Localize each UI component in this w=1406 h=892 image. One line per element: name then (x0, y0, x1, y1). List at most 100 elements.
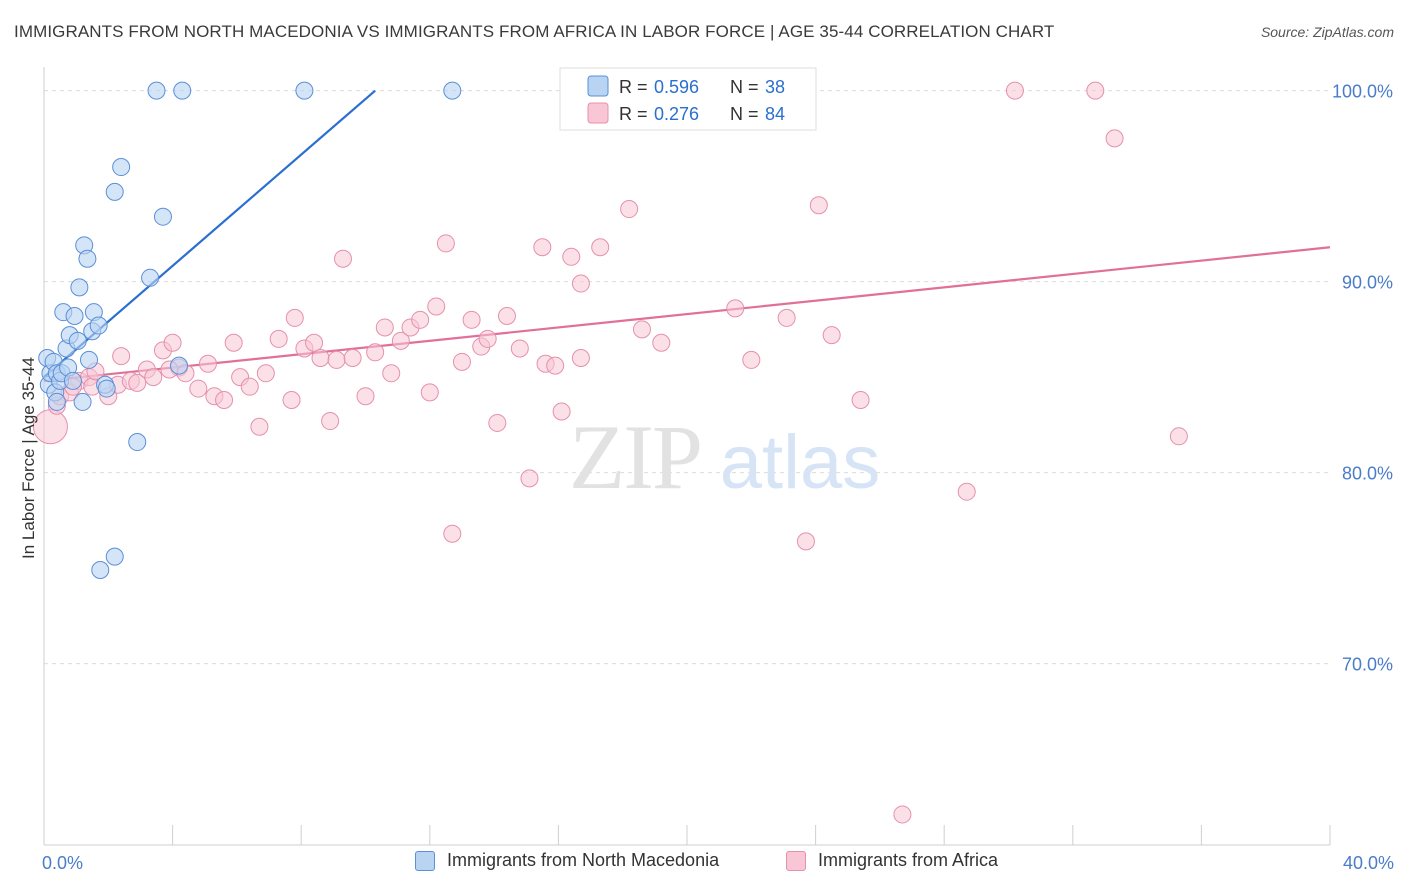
source-credit: Source: ZipAtlas.com (1260, 24, 1394, 40)
y-tick-label: 100.0% (1332, 82, 1393, 102)
africa-point (957, 482, 976, 501)
north-macedonia-point (47, 392, 66, 411)
legend-label-north-macedonia: Immigrants from North Macedonia (447, 850, 720, 870)
watermark-zip: ZIP (569, 406, 701, 508)
africa-point (411, 310, 430, 329)
africa-point (215, 391, 234, 410)
north-macedonia-point (70, 278, 89, 297)
africa-point (533, 238, 552, 257)
north-macedonia-point (78, 249, 97, 268)
africa-point (112, 347, 131, 366)
africa-point (893, 805, 912, 824)
africa-point (282, 391, 301, 410)
africa-point (321, 412, 340, 431)
north-macedonia-point (73, 392, 92, 411)
africa-point (285, 308, 304, 327)
africa-point (1105, 129, 1124, 148)
y-tick-label: 70.0% (1342, 655, 1393, 675)
africa-point (851, 391, 870, 410)
africa-point (822, 326, 841, 345)
africa-point (591, 238, 610, 257)
africa-point (163, 333, 182, 352)
africa-point (333, 249, 352, 268)
legend-n-value: 38 (765, 77, 785, 97)
africa-point (311, 349, 330, 368)
legend-n-label: N = (730, 104, 759, 124)
series-legend: Immigrants from North Macedonia Immigran… (0, 850, 1406, 880)
africa-point (571, 349, 590, 368)
africa-point (427, 297, 446, 316)
north-macedonia-point (105, 547, 124, 566)
legend-r-value: 0.276 (654, 104, 699, 124)
africa-point (462, 310, 481, 329)
africa-point (510, 339, 529, 358)
africa-point (742, 350, 761, 369)
africa-point (327, 350, 346, 369)
africa-point (32, 409, 68, 445)
chart-title: IMMIGRANTS FROM NORTH MACEDONIA VS IMMIG… (14, 22, 1055, 41)
africa-point (620, 200, 639, 219)
africa-point (571, 274, 590, 293)
legend-label-africa: Immigrants from Africa (818, 850, 999, 870)
africa-point (436, 234, 455, 253)
north-macedonia-point (153, 207, 172, 226)
legend-r-value: 0.596 (654, 77, 699, 97)
north-macedonia-point (141, 268, 160, 287)
north-macedonia-point (65, 306, 84, 325)
africa-point (632, 320, 651, 339)
north-macedonia-point (128, 433, 147, 452)
africa-point (305, 333, 324, 352)
africa-point (356, 387, 375, 406)
north-macedonia-point (147, 81, 166, 100)
legend-swatch-blue (415, 850, 435, 871)
north-macedonia-point (170, 356, 189, 375)
africa-point (198, 354, 217, 373)
africa-point (189, 379, 208, 398)
africa-point (420, 383, 439, 402)
africa-point (224, 333, 243, 352)
africa-point (796, 532, 815, 551)
north-macedonia-point (173, 81, 192, 100)
north-macedonia-point (295, 81, 314, 100)
africa-point (488, 413, 507, 432)
africa-trendline (43, 246, 1331, 383)
africa-point (128, 373, 147, 392)
north-macedonia-point (91, 560, 110, 579)
y-tick-label: 90.0% (1342, 273, 1393, 293)
north-macedonia-point (68, 331, 87, 350)
africa-point (443, 524, 462, 543)
africa-point (809, 196, 828, 215)
legend-swatch-pink (786, 850, 806, 871)
axes (43, 67, 1331, 846)
africa-point (546, 356, 565, 375)
north-macedonia-point (97, 379, 116, 398)
africa-point (726, 299, 745, 318)
africa-point (391, 331, 410, 350)
north-macedonia-points (38, 81, 462, 579)
africa-point (497, 306, 516, 325)
tick-labels: 70.0% 80.0% 90.0% 100.0% (1332, 82, 1393, 675)
y-tick-label: 80.0% (1342, 464, 1393, 484)
africa-point (1005, 81, 1024, 100)
africa-point (250, 417, 269, 436)
north-macedonia-point (63, 371, 82, 390)
africa-point (552, 402, 571, 421)
x-axis-min-label: 0.0% (42, 853, 83, 873)
legend-n-value: 84 (765, 104, 785, 124)
legend-n-label: N = (730, 77, 759, 97)
africa-point (240, 377, 259, 396)
africa-point (652, 333, 671, 352)
north-macedonia-point (112, 158, 131, 177)
africa-point (1169, 427, 1188, 446)
north-macedonia-point (105, 182, 124, 201)
legend-item-north-macedonia: Immigrants from North Macedonia (415, 850, 719, 871)
africa-point (452, 352, 471, 371)
africa-point (269, 329, 288, 348)
africa-point (478, 329, 497, 348)
africa-point (366, 343, 385, 362)
africa-point (382, 364, 401, 383)
legend-r-label: R = (619, 77, 648, 97)
africa-point (144, 368, 163, 387)
correlation-legend: R = 0.596 N = 38 R = 0.276 N = 84 (559, 67, 817, 131)
